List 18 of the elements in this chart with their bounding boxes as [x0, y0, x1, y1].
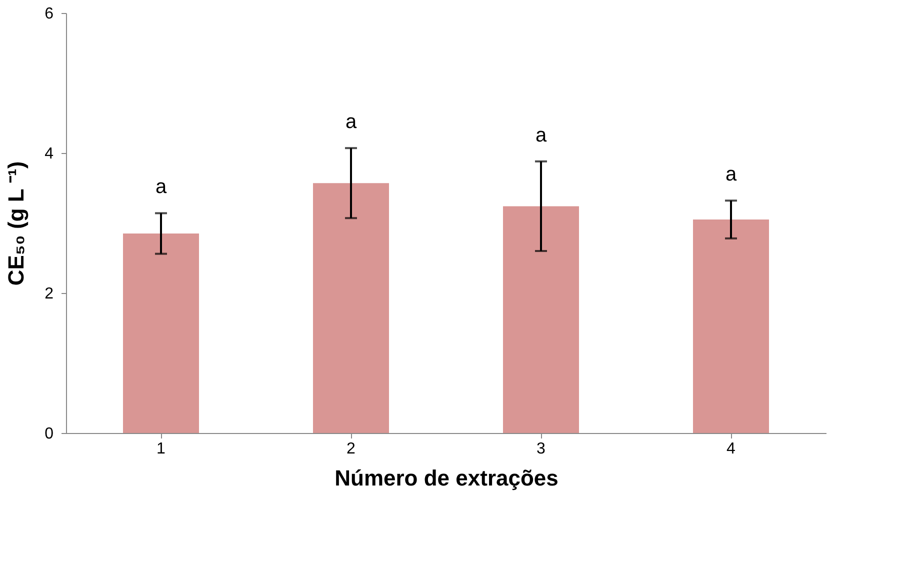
- x-tick-label: 1: [156, 440, 166, 458]
- bar: [313, 183, 389, 433]
- y-tick-label: 2: [44, 286, 54, 302]
- bar: [693, 220, 769, 433]
- annotation: a: [155, 176, 168, 198]
- x-tick-label: 4: [726, 440, 736, 458]
- x-tick-label: 2: [346, 440, 356, 458]
- x-tick-label: 3: [536, 440, 546, 458]
- bar: [123, 234, 199, 433]
- bar: [503, 206, 579, 433]
- y-tick-label: 4: [44, 146, 54, 162]
- y-tick-label: 0: [44, 426, 54, 442]
- annotation: a: [535, 124, 548, 146]
- y-tick-label: 6: [44, 6, 54, 22]
- annotation: a: [345, 111, 358, 134]
- annotation: a: [725, 164, 738, 186]
- x-axis-title: Número de extrações: [334, 466, 558, 490]
- y-axis-title: CE₅₀ (g L ⁻¹): [4, 161, 29, 286]
